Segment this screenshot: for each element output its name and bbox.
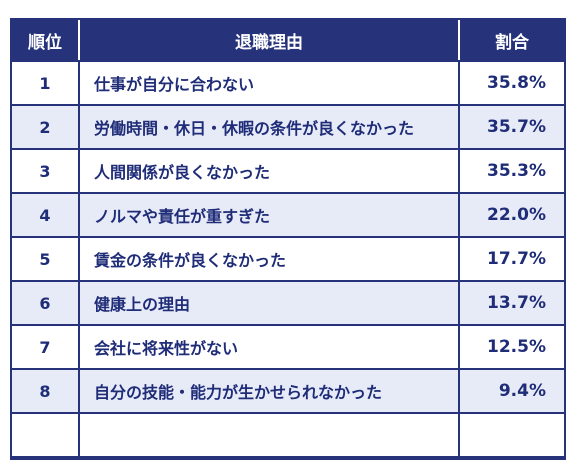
table-row: 6 健康上の理由 13.7% [12,282,564,326]
ratio-cell: 9.4% [498,381,546,401]
page: {"table": { "header": ["順位", "退職理由", "割合… [10,18,566,460]
reason-cell: 自分の技能・能力が生かせられなかった [80,370,460,412]
ratio-cell: 22.0% [487,205,546,225]
ranking-table: 順位 退職理由 割合 1 仕事が自分に合わない 35.8% 2 労働時間・休日・休暇の条件が良… [10,18,566,460]
rank-cell: 4 [12,194,80,236]
empty-cell [12,414,80,456]
reason-cell: 仕事が自分に合わない [80,62,460,104]
table-row: 7 会社に将来性がない 12.5% [12,326,564,370]
ratio-cell: 割合 [495,32,529,53]
cut-off-row [12,414,564,458]
table-row: 2 労働時間・休日・休暇の条件が良くなかった 35.7% [12,106,564,150]
rank-cell: 2 [12,106,80,148]
reason-cell: 人間関係が良くなかった [80,150,460,192]
reason-cell: 労働時間・休日・休暇の条件が良くなかった [80,106,460,148]
reason-cell: 退職理由 [80,20,460,60]
ratio-cell: 17.7% [487,249,546,269]
empty-cell [80,414,460,456]
ratio-cell: 13.7% [487,293,546,313]
reason-cell: 賃金の条件が良くなかった [80,238,460,280]
table-row: 1 仕事が自分に合わない 35.8% [12,62,564,106]
ratio-cell: 35.3% [487,161,546,181]
rank-cell: 8 [12,370,80,412]
table-row: 5 賃金の条件が良くなかった 17.7% [12,238,564,282]
rank-cell: 6 [12,282,80,324]
ratio-cell: 35.7% [487,117,546,137]
rank-cell: 順位 [12,20,80,60]
header-row: 順位 退職理由 割合 [12,20,564,62]
empty-cell [460,414,564,456]
ratio-cell: 35.8% [487,73,546,93]
rank-cell: 1 [12,62,80,104]
reason-cell: 会社に将来性がない [80,326,460,368]
ratio-cell: 12.5% [487,337,546,357]
table-row: 4 ノルマや責任が重すぎた 22.0% [12,194,564,238]
rank-cell: 7 [12,326,80,368]
table-row: 8 自分の技能・能力が生かせられなかった 9.4% [12,370,564,414]
reason-cell: 健康上の理由 [80,282,460,324]
rank-cell: 5 [12,238,80,280]
reason-cell: ノルマや責任が重すぎた [80,194,460,236]
rank-cell: 3 [12,150,80,192]
table-row: 3 人間関係が良くなかった 35.3% [12,150,564,194]
